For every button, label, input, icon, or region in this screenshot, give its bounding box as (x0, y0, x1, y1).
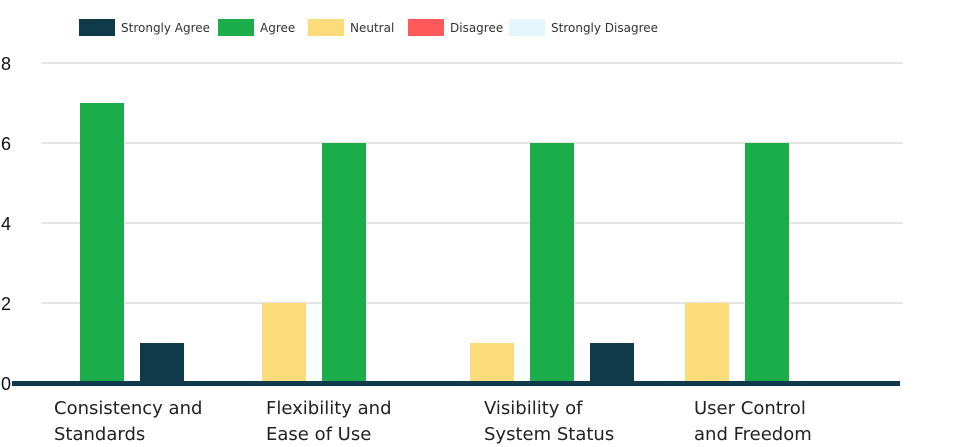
x-tick-label-flexibility-and-ease-of-use: Flexibility and Ease of Use (266, 398, 392, 445)
bar-visibility-of-system-status-strongly-agree (590, 343, 634, 383)
y-tick-label-0: 0 (1, 374, 11, 394)
y-tick-label-6: 6 (1, 134, 11, 154)
legend-swatch-neutral (308, 19, 344, 36)
legend-swatch-strongly-agree (79, 19, 115, 36)
bar-flexibility-and-ease-of-use-neutral (262, 303, 306, 383)
bars (80, 103, 789, 383)
legend-swatch-agree (218, 19, 254, 36)
x-tick-label-user-control-and-freedom: User Control and Freedom (694, 398, 812, 445)
bar-user-control-and-freedom-agree (745, 143, 789, 383)
y-tick-label-2: 2 (1, 294, 11, 314)
legend: Strongly Agree Agree Neutral Disagree Strong… (79, 19, 658, 36)
bar-flexibility-and-ease-of-use-agree (322, 143, 366, 383)
y-tick-label-4: 4 (1, 214, 11, 234)
legend-label-neutral: Neutral (350, 21, 394, 35)
legend-label-agree: Agree (260, 21, 295, 35)
x-tick-label-visibility-of-system-status: Visibility of System Status (484, 398, 614, 445)
bar-user-control-and-freedom-neutral (685, 303, 729, 383)
legend-swatch-disagree (408, 19, 444, 36)
legend-label-strongly-disagree: Strongly Disagree (551, 21, 658, 35)
bar-consistency-and-standards-strongly-agree (140, 343, 184, 383)
y-tick-label-8: 8 (1, 54, 11, 74)
legend-label-strongly-agree: Strongly Agree (121, 21, 210, 35)
x-tick-label-consistency-and-standards: Consistency and Standards (54, 398, 202, 445)
legend-swatch-strongly-disagree (509, 19, 545, 36)
x-axis: Consistency and Standards Flexibility and E… (54, 398, 812, 445)
legend-label-disagree: Disagree (450, 21, 503, 35)
bar-consistency-and-standards-agree (80, 103, 124, 383)
bar-visibility-of-system-status-agree (530, 143, 574, 383)
bar-visibility-of-system-status-neutral (470, 343, 514, 383)
y-axis: 0 2 4 6 8 (1, 54, 11, 394)
x-axis-baseline (12, 381, 900, 386)
